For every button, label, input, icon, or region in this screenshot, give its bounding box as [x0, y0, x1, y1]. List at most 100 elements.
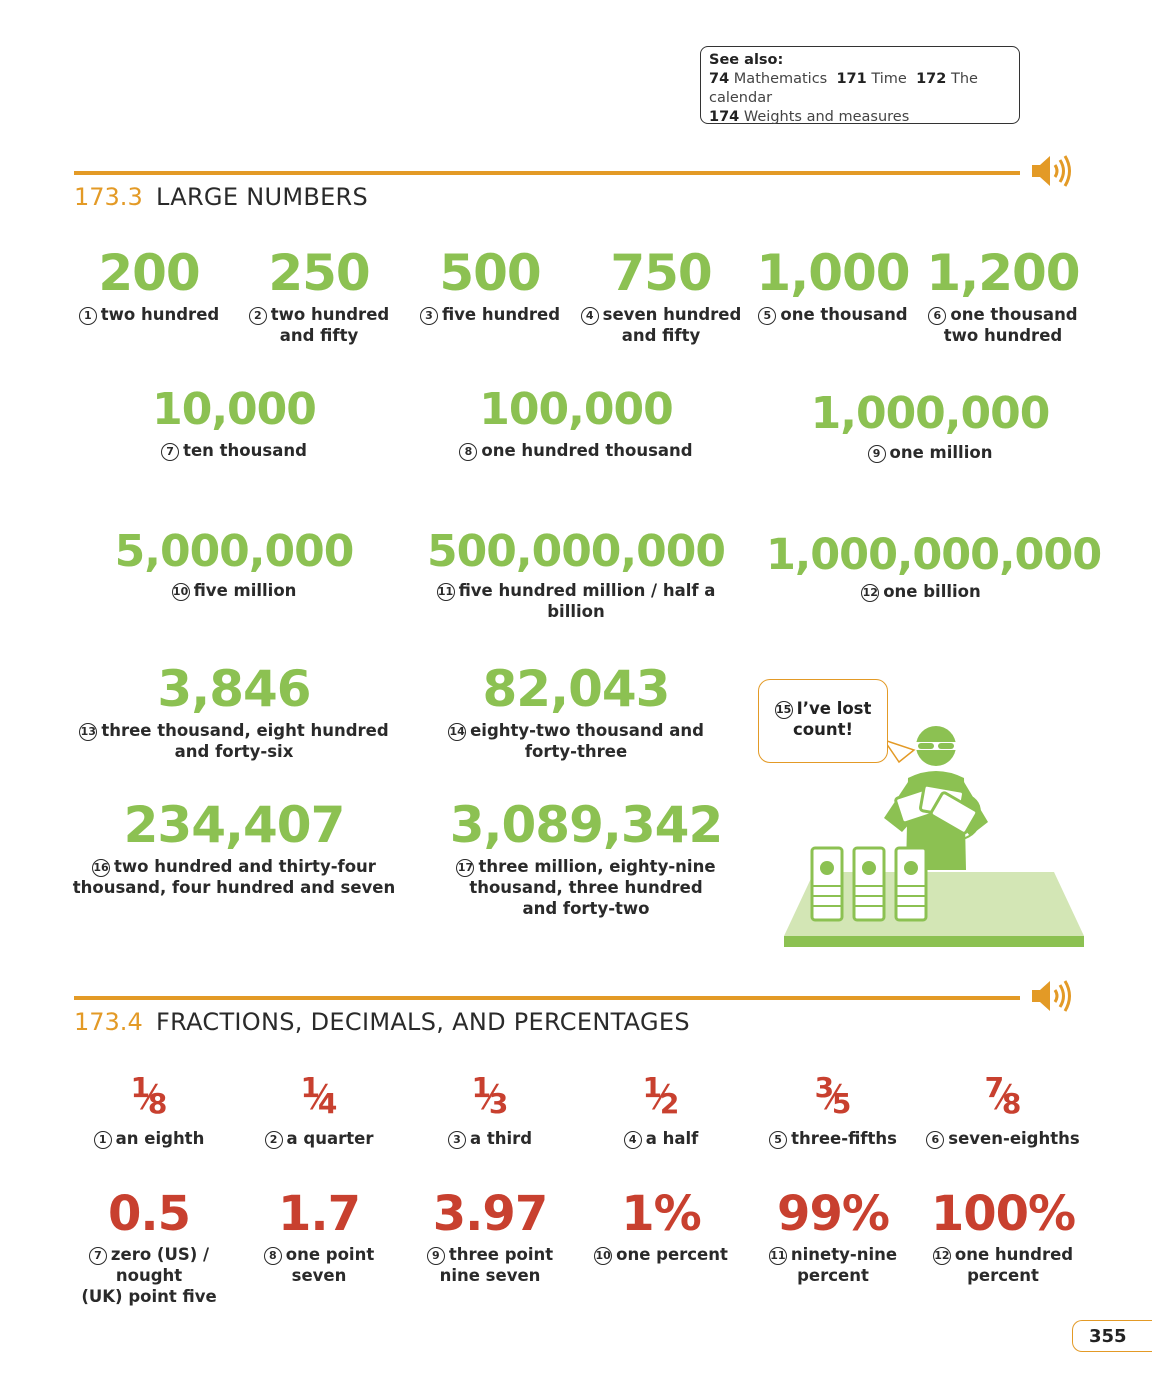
fraction-value: 7⁄8 [984, 1071, 1022, 1120]
number-value: 82,043 [482, 660, 671, 718]
item-number-badge: 2 [248, 307, 267, 325]
item-number-badge: 11 [436, 583, 455, 601]
number-label: three thousand, eight hundred and forty-… [101, 721, 389, 761]
see-also-ref-num[interactable]: 174 [709, 109, 740, 125]
fraction-numerator: 7 [984, 1071, 1005, 1104]
number-label: five million [193, 581, 297, 600]
number-value: 200 [98, 244, 200, 302]
see-also-ref-num[interactable]: 74 [709, 71, 730, 87]
fraction-item: 3⁄5 5 three-fifths [752, 1074, 914, 1149]
see-also-line-1: 74 Mathematics 171 Time 172 The calendar [709, 70, 1011, 108]
number-label: seven hundred and fifty [602, 305, 742, 345]
fraction-denominator: 8 [147, 1087, 168, 1120]
number-item: 100,000 8 one hundred thousand [426, 388, 726, 461]
see-also-ref-text[interactable]: Weights and measures [743, 109, 910, 125]
section-title: FRACTIONS, DECIMALS, AND PERCENTAGES [156, 1008, 690, 1036]
page-number: 355 [1072, 1320, 1152, 1352]
fraction-denominator: 4 [317, 1087, 338, 1120]
see-also-ref-text[interactable]: Mathematics [733, 71, 828, 87]
number-label: two hundred and fifty [270, 305, 390, 345]
see-also-ref-text[interactable]: The calendar [709, 71, 978, 106]
number-item: 1,000,000 9 one million [790, 392, 1070, 463]
see-also-ref-num[interactable]: 172 [916, 71, 947, 87]
item-number-badge: 12 [932, 1247, 951, 1265]
number-label: one million [889, 443, 993, 462]
fraction-label: seven-eighths [948, 1129, 1080, 1148]
item-number-badge: 7 [88, 1247, 107, 1265]
number-value: 1,000 [756, 244, 910, 302]
speech-bubble: 15 I’ve lost count! [758, 679, 888, 763]
fraction-value: 1⁄4 [300, 1071, 338, 1120]
item-number-badge: 1 [78, 307, 97, 325]
decimal-label: ninety-nine percent [790, 1245, 898, 1285]
speaker-icon[interactable] [1030, 977, 1074, 1015]
item-number-badge: 10 [171, 583, 190, 601]
number-item: 200 1 two hundred [69, 248, 229, 325]
item-number-badge: 4 [623, 1131, 642, 1149]
item-number-badge: 13 [79, 723, 98, 741]
number-label: five hundred [441, 305, 561, 324]
number-label: one thousand [780, 305, 908, 324]
decimal-label: one hundred percent [954, 1245, 1074, 1285]
fraction-numerator: 3 [814, 1071, 835, 1104]
fraction-value: 1⁄3 [471, 1071, 509, 1120]
number-value: 3,846 [157, 660, 311, 718]
number-value: 1,000,000 [810, 388, 1051, 439]
number-label: eighty-two thousand and forty-three [470, 721, 704, 761]
see-also-ref-text[interactable]: Time [871, 71, 907, 87]
fraction-label: a third [469, 1129, 533, 1148]
item-number-badge: 10 [594, 1247, 613, 1265]
item-number-badge: 11 [768, 1247, 787, 1265]
decimal-item: 99% 11 ninety-nine percent [752, 1190, 914, 1286]
item-number-badge: 3 [419, 307, 438, 325]
decimal-item: 0.5 7 zero (US) / nought (UK) point five [59, 1190, 239, 1307]
number-item: 500,000,000 11 five hundred million / hal… [406, 530, 746, 622]
number-value: 3,089,342 [449, 796, 724, 854]
number-item: 10,000 7 ten thousand [114, 388, 354, 461]
section-title: LARGE NUMBERS [156, 183, 369, 211]
number-item: 500 3 five hundred [410, 248, 570, 325]
item-number-badge: 4 [580, 307, 599, 325]
number-item: 1,000,000,000 12 one billion [766, 534, 1102, 602]
item-number-badge: 9 [867, 445, 886, 463]
number-value: 100,000 [479, 384, 673, 435]
item-number-badge: 16 [92, 859, 111, 877]
number-value: 250 [268, 244, 370, 302]
number-label: five hundred million / half a billion [458, 581, 716, 621]
fraction-label: three-fifths [791, 1129, 897, 1148]
item-number-badge: 5 [758, 307, 777, 325]
item-number-badge: 5 [769, 1131, 788, 1149]
decimal-value: 100% [930, 1186, 1076, 1242]
decimal-value: 99% [777, 1186, 890, 1242]
section-rule [74, 996, 1020, 1000]
number-item: 750 4 seven hundred and fifty [580, 248, 742, 346]
number-item: 234,407 16 two hundred and thirty-four th… [64, 800, 404, 898]
fraction-value: 1⁄2 [642, 1071, 680, 1120]
number-item: 1,200 6 one thousand two hundred [922, 248, 1084, 346]
item-number-badge: 17 [456, 859, 475, 877]
number-item: 3,846 13 three thousand, eight hundred an… [74, 664, 394, 762]
number-value: 500 [439, 244, 541, 302]
section-number: 173.4 [74, 1008, 143, 1036]
number-item: 5,000,000 10 five million [94, 530, 374, 601]
fraction-item: 7⁄8 6 seven-eighths [922, 1074, 1084, 1149]
speaker-icon[interactable] [1030, 152, 1074, 190]
section-number: 173.3 [74, 183, 143, 211]
number-item: 82,043 14 eighty-two thousand and forty-t… [426, 664, 726, 762]
number-value: 10,000 [152, 384, 317, 435]
number-value: 234,407 [123, 796, 346, 854]
item-number-badge: 8 [459, 443, 478, 461]
counting-money-illustration [784, 726, 1084, 947]
decimal-value: 3.97 [432, 1186, 548, 1242]
number-value: 500,000,000 [427, 526, 726, 577]
decimal-value: 1% [621, 1186, 702, 1242]
decimal-item: 1.7 8 one point seven [239, 1190, 399, 1286]
number-label: two hundred [100, 305, 220, 324]
item-number-badge: 6 [928, 307, 947, 325]
see-also-ref-num[interactable]: 171 [836, 71, 867, 87]
item-number-badge: 6 [926, 1131, 945, 1149]
fraction-label: a half [645, 1129, 699, 1148]
item-number-badge: 1 [93, 1131, 112, 1149]
number-label: ten thousand [183, 441, 307, 460]
